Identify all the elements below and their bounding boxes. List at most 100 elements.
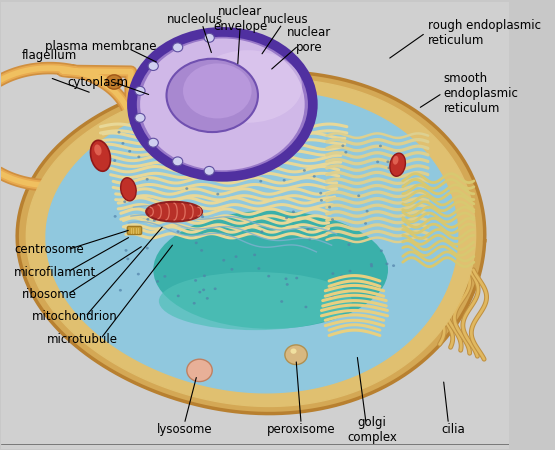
Ellipse shape — [90, 140, 110, 171]
Circle shape — [259, 180, 263, 183]
Circle shape — [331, 272, 335, 275]
Text: nucleus: nucleus — [263, 13, 309, 26]
Circle shape — [344, 151, 347, 153]
Circle shape — [312, 175, 316, 178]
Circle shape — [376, 161, 379, 163]
Circle shape — [135, 113, 145, 122]
Text: ribosome: ribosome — [22, 288, 77, 301]
Circle shape — [204, 166, 214, 176]
Circle shape — [260, 230, 264, 233]
Circle shape — [214, 288, 216, 290]
Circle shape — [285, 345, 307, 364]
Circle shape — [290, 348, 296, 354]
Circle shape — [341, 144, 345, 147]
Circle shape — [147, 218, 149, 220]
Text: smooth
endoplasmic
reticulum: smooth endoplasmic reticulum — [443, 72, 518, 115]
Circle shape — [119, 289, 122, 292]
Circle shape — [340, 274, 344, 277]
Circle shape — [386, 161, 390, 163]
Text: centrosome: centrosome — [14, 243, 84, 256]
Circle shape — [120, 192, 124, 195]
Ellipse shape — [140, 38, 305, 170]
Circle shape — [282, 179, 286, 181]
Ellipse shape — [120, 178, 136, 201]
Text: golgi
complex: golgi complex — [347, 416, 397, 444]
Circle shape — [370, 263, 373, 266]
Circle shape — [380, 249, 383, 252]
Text: nucleolus: nucleolus — [166, 13, 223, 26]
Circle shape — [198, 291, 201, 293]
Text: flagellum: flagellum — [22, 49, 77, 62]
Ellipse shape — [194, 50, 302, 123]
Circle shape — [173, 43, 183, 52]
Circle shape — [392, 264, 395, 267]
Circle shape — [146, 247, 149, 249]
Text: nuclear
envelope: nuclear envelope — [213, 5, 268, 33]
Circle shape — [285, 216, 288, 219]
Circle shape — [191, 209, 195, 212]
Circle shape — [128, 150, 131, 153]
Ellipse shape — [153, 211, 388, 329]
Ellipse shape — [166, 59, 258, 132]
Circle shape — [347, 243, 350, 246]
Circle shape — [193, 302, 196, 305]
Text: cytoplasm: cytoplasm — [68, 76, 128, 89]
Text: plasma membrane: plasma membrane — [45, 40, 156, 53]
Circle shape — [106, 75, 122, 89]
Circle shape — [306, 228, 309, 231]
Circle shape — [185, 187, 188, 190]
Circle shape — [320, 199, 323, 202]
Circle shape — [387, 166, 391, 169]
Circle shape — [114, 215, 117, 218]
Circle shape — [230, 268, 234, 270]
Circle shape — [127, 257, 129, 260]
Circle shape — [216, 193, 219, 195]
Circle shape — [187, 359, 212, 382]
Circle shape — [163, 275, 166, 278]
Circle shape — [319, 192, 322, 194]
FancyBboxPatch shape — [128, 226, 142, 234]
Circle shape — [379, 144, 382, 147]
Text: peroxisome: peroxisome — [267, 423, 335, 436]
Circle shape — [202, 288, 205, 291]
Circle shape — [123, 200, 127, 203]
Polygon shape — [17, 72, 485, 414]
Circle shape — [135, 86, 145, 95]
Circle shape — [222, 259, 225, 261]
Circle shape — [153, 219, 156, 222]
Circle shape — [308, 238, 311, 240]
Circle shape — [366, 210, 369, 212]
Circle shape — [331, 218, 334, 221]
Circle shape — [267, 275, 270, 278]
Circle shape — [148, 62, 158, 71]
Circle shape — [364, 222, 367, 225]
Circle shape — [378, 284, 381, 286]
Text: lysosome: lysosome — [157, 423, 212, 436]
Ellipse shape — [159, 272, 352, 330]
Circle shape — [124, 249, 128, 252]
Text: microfilament: microfilament — [14, 266, 97, 279]
Ellipse shape — [132, 32, 313, 177]
Circle shape — [200, 249, 203, 252]
Circle shape — [204, 33, 214, 42]
Polygon shape — [26, 79, 476, 406]
Circle shape — [173, 157, 183, 166]
Circle shape — [145, 178, 149, 180]
Circle shape — [176, 295, 180, 297]
Circle shape — [176, 230, 179, 233]
Circle shape — [137, 273, 140, 275]
Circle shape — [304, 306, 307, 308]
Circle shape — [201, 216, 204, 218]
Circle shape — [195, 242, 198, 244]
Circle shape — [295, 277, 298, 279]
Circle shape — [235, 255, 238, 258]
Circle shape — [386, 262, 388, 265]
Circle shape — [148, 138, 158, 147]
Circle shape — [303, 169, 306, 172]
Circle shape — [137, 156, 140, 158]
Circle shape — [118, 131, 120, 134]
Circle shape — [156, 280, 159, 283]
Circle shape — [331, 295, 334, 298]
Circle shape — [198, 212, 201, 215]
Text: rough endoplasmic
reticulum: rough endoplasmic reticulum — [428, 19, 541, 47]
